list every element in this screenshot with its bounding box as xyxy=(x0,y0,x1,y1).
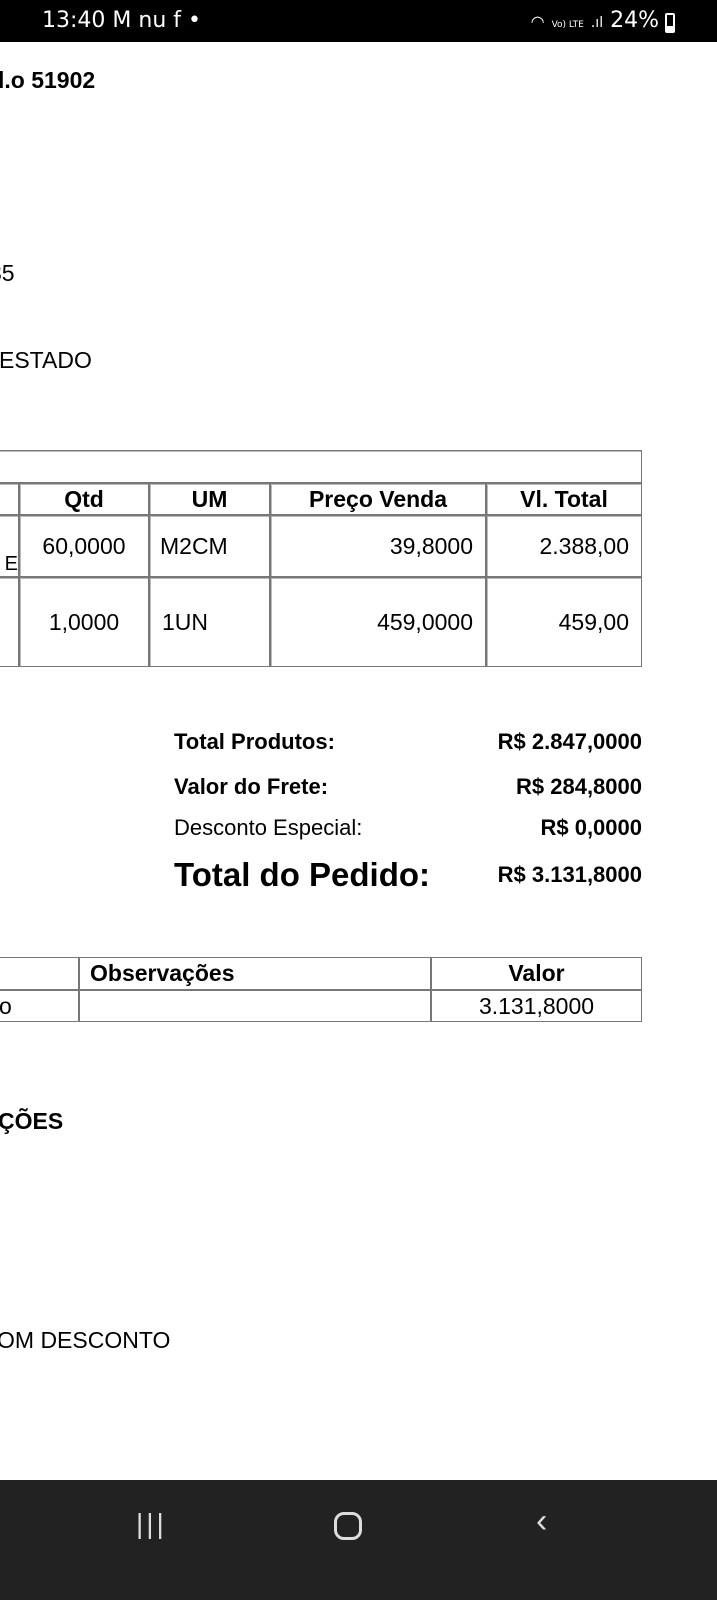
desconto-label: Desconto Especial: xyxy=(174,815,363,840)
header-valor: Valor xyxy=(431,957,642,990)
table-header: Qtd UM Preço Venda Vl. Total xyxy=(0,483,642,515)
status-right: ◠ Vo) LTE .ıl 24% xyxy=(531,8,659,33)
battery-percent: 24% xyxy=(610,8,659,33)
clock: 13:40 xyxy=(42,8,106,33)
signal-icon: .ıl xyxy=(590,15,604,31)
section-heading: ÇÕES xyxy=(0,1108,64,1134)
wifi-icon: ◠ xyxy=(530,12,545,31)
total-pedido-label: Total do Pedido: xyxy=(174,856,431,893)
desconto-value: R$ 0,0000 xyxy=(540,815,642,840)
back-icon[interactable]: ‹ xyxy=(536,1502,548,1540)
header-um: UM xyxy=(149,483,270,515)
items-table: Qtd UM Preço Venda Vl. Total E 60,0000 M… xyxy=(0,450,642,667)
total-produtos-value: R$ 2.847,0000 xyxy=(497,729,642,754)
frete-value: R$ 284,8000 xyxy=(516,774,642,799)
table-title-row xyxy=(0,450,642,483)
status-bar: 13:40 M nu f • ◠ Vo) LTE .ıl 24% xyxy=(0,0,717,42)
nubank-icon: nu xyxy=(138,8,167,33)
total-pedido-value: R$ 3.131,8000 xyxy=(497,862,642,887)
table-row: o 3.131,8000 xyxy=(0,990,642,1022)
text-fragment: 35 xyxy=(0,260,15,286)
gmail-icon: M xyxy=(112,8,132,33)
header-qtd: Qtd xyxy=(19,483,149,515)
header-observacoes: Observações xyxy=(79,957,431,990)
navigation-bar: ||| ‹ xyxy=(0,1480,717,1600)
order-title: l.o 51902 xyxy=(0,67,96,93)
battery-icon xyxy=(665,13,675,33)
recent-apps-icon[interactable]: ||| xyxy=(136,1508,167,1539)
table-header: Observações Valor xyxy=(0,957,642,990)
table-row: E 60,0000 M2CM 39,8000 2.388,00 xyxy=(0,515,642,577)
text-fragment: ESTADO xyxy=(0,347,92,373)
status-left: 13:40 M nu f • xyxy=(42,8,201,33)
header-preco: Preço Venda xyxy=(270,483,486,515)
payment-table: Observações Valor o 3.131,8000 xyxy=(0,957,642,1022)
frete-label: Valor do Frete: xyxy=(174,774,329,799)
table-row: 1,0000 1UN 459,0000 459,00 xyxy=(0,577,642,667)
header-total: Vl. Total xyxy=(486,483,642,515)
home-icon[interactable] xyxy=(334,1512,362,1540)
facebook-icon: f xyxy=(173,8,182,33)
dot-icon: • xyxy=(188,8,202,33)
lte-icon: Vo) LTE xyxy=(551,20,584,30)
note-text: OM DESCONTO xyxy=(0,1327,171,1353)
total-produtos-label: Total Produtos: xyxy=(174,729,335,754)
